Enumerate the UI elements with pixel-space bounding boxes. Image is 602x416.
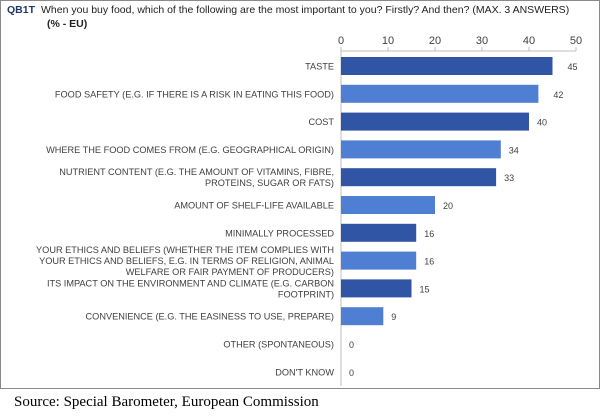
category-label: WELFARE OR FAIR PAYMENT OF PRODUCERS) <box>126 267 334 277</box>
category-label: TASTE <box>305 62 334 72</box>
category-label: MINIMALLY PROCESSED <box>225 228 334 238</box>
value-label: 9 <box>391 312 396 322</box>
value-label: 34 <box>509 145 519 155</box>
category-label: WHERE THE FOOD COMES FROM (E.G. GEOGRAPH… <box>46 145 334 155</box>
bar <box>341 168 497 187</box>
bar <box>341 307 384 326</box>
question-text: When you buy food, which of the followin… <box>41 4 570 16</box>
category-label: AMOUNT OF SHELF-LIFE AVAILABLE <box>174 201 334 211</box>
category-label: COST <box>308 117 334 127</box>
value-label: 0 <box>349 368 354 378</box>
bar <box>341 223 417 242</box>
category-label: OTHER (SPONTANEOUS) <box>223 340 334 350</box>
question-code: QB1T <box>7 4 36 16</box>
x-tick-label: 10 <box>382 35 394 47</box>
bar <box>341 251 417 270</box>
category-label: FOOD SAFETY (E.G. IF THERE IS A RISK IN … <box>55 89 334 99</box>
value-label: 15 <box>420 284 430 294</box>
x-tick-label: 0 <box>338 35 344 47</box>
bar <box>341 57 553 75</box>
value-label: 16 <box>424 229 434 239</box>
value-label: 16 <box>424 257 434 267</box>
category-label: NUTRIENT CONTENT (E.G. THE AMOUNT OF VIT… <box>59 167 334 177</box>
bar <box>341 279 412 298</box>
category-label: PROTEINS, SUGAR OR FATS) <box>205 178 334 188</box>
value-label: 33 <box>504 173 514 183</box>
bar <box>341 112 529 131</box>
category-label: FOOTPRINT) <box>278 289 334 299</box>
bar <box>341 84 539 103</box>
value-label: 0 <box>349 340 354 350</box>
value-label: 40 <box>537 118 547 128</box>
bar-chart: 0 10 20 30 40 50 45 TASTE 42 FOOD SAFETY (E.G. IF… <box>36 35 582 386</box>
bar <box>341 140 501 159</box>
x-tick-label: 40 <box>523 35 535 47</box>
x-tick-label: 50 <box>570 35 582 47</box>
value-label: 42 <box>553 90 563 100</box>
x-tick-label: 20 <box>429 35 441 47</box>
category-label: CONVENIENCE (E.G. THE EASINESS TO USE, P… <box>86 312 334 322</box>
category-label: ITS IMPACT ON THE ENVIRONMENT AND CLIMAT… <box>47 278 334 288</box>
category-label: YOUR ETHICS AND BELIEFS, E.G. IN TERMS O… <box>39 256 334 266</box>
question-line: QB1T When you buy food, which of the foll… <box>7 4 569 16</box>
x-tick-label: 30 <box>476 35 488 47</box>
value-label: 45 <box>568 62 578 72</box>
value-label: 20 <box>443 201 453 211</box>
category-label: YOUR ETHICS AND BELIEFS (WHETHER THE ITE… <box>36 245 334 255</box>
category-label: DON'T KNOW <box>275 367 334 377</box>
chart-frame: QB1T When you buy food, which of the foll… <box>0 0 600 389</box>
source-caption: Source: Special Barometer, European Comm… <box>14 394 319 410</box>
unit-label: (% - EU) <box>47 18 88 30</box>
bar <box>341 196 435 214</box>
